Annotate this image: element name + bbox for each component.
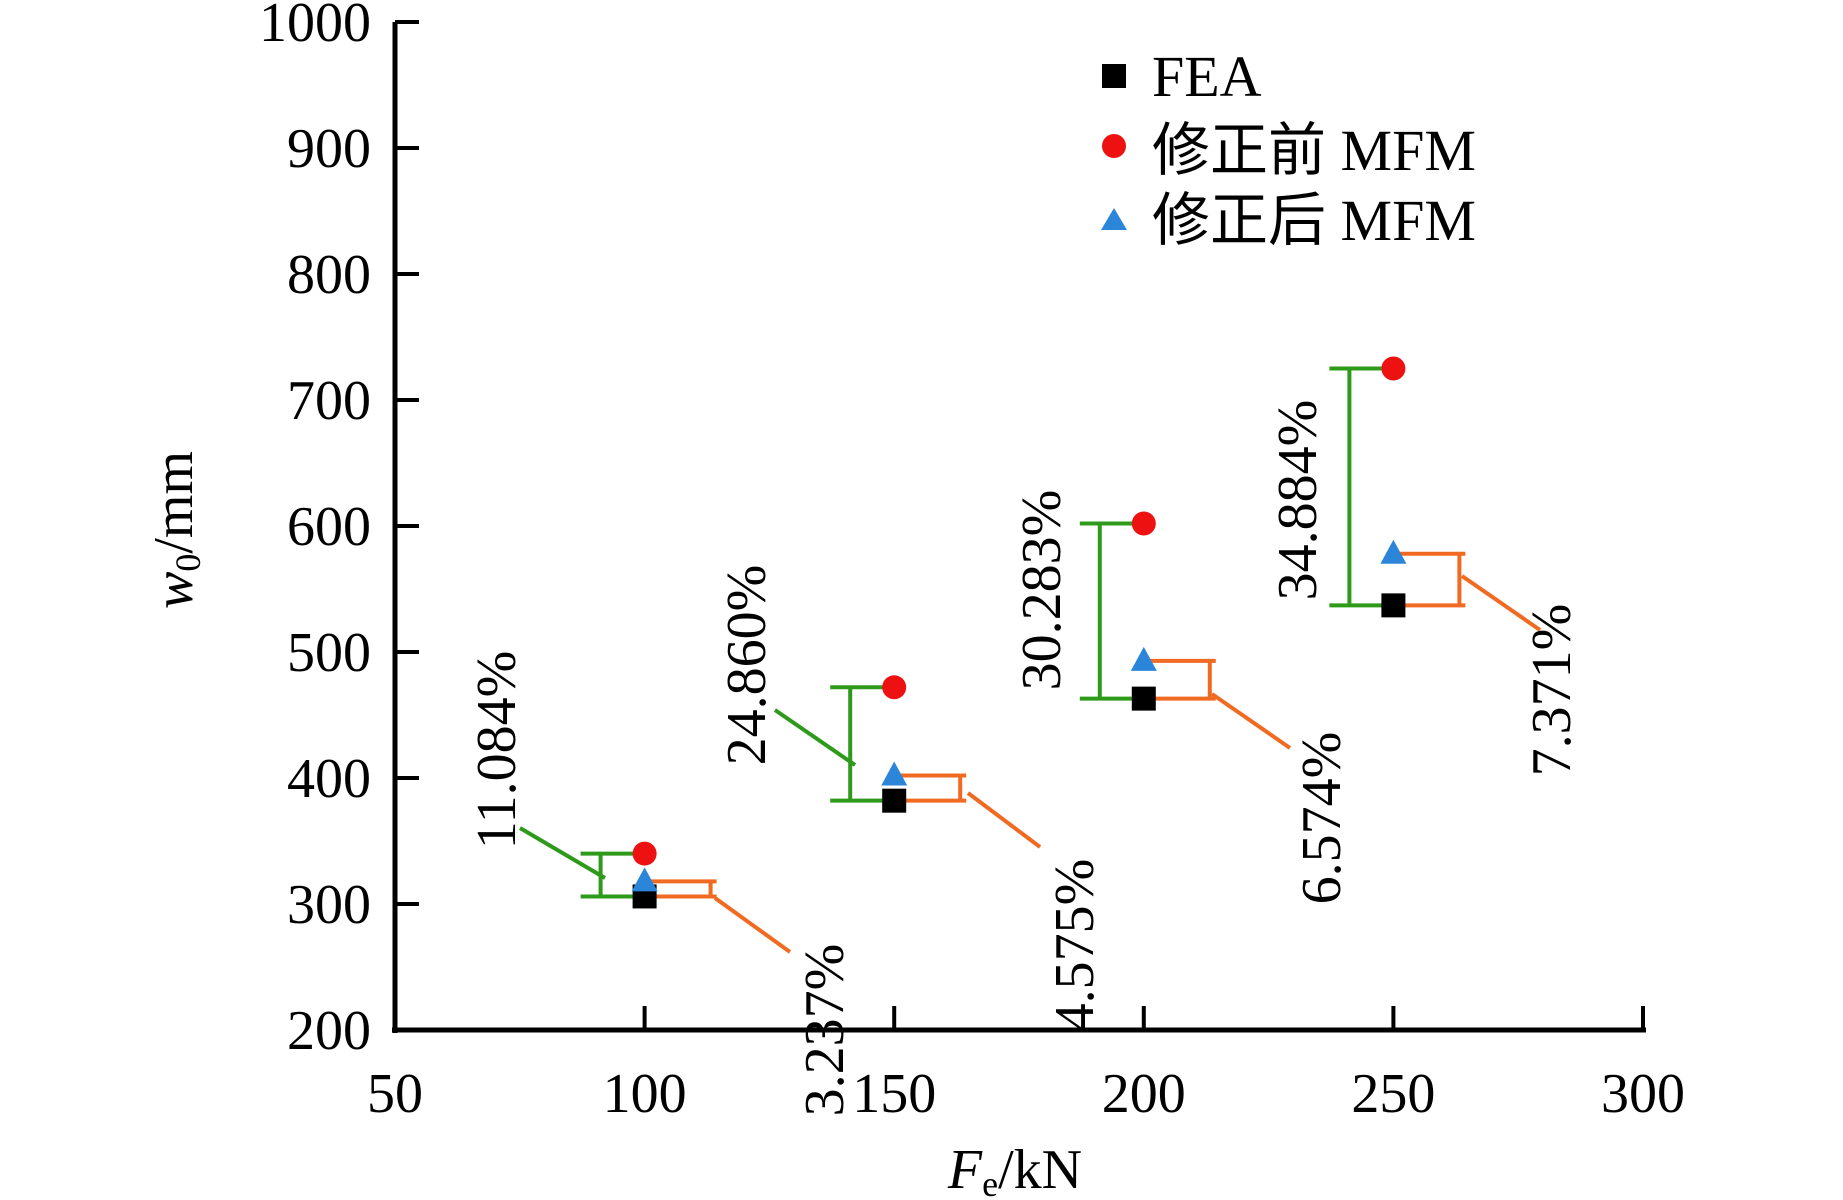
ticks: 200 300 400 500 600 700 800 900 1000 50 100 150 200 2…: [259, 0, 1685, 1125]
y-tick-label: 200: [287, 1000, 371, 1062]
fea-point: [882, 788, 907, 813]
legend-item-fea: FEA: [1102, 44, 1262, 109]
x-tick-label: 250: [1351, 1063, 1435, 1125]
x-tick-label: 300: [1601, 1063, 1685, 1125]
before-error-label: 34.884%: [1267, 400, 1329, 601]
y-tick-label: 400: [287, 748, 371, 810]
fea-point: [1381, 593, 1406, 618]
legend-item-after: 修正后 MFM: [1101, 188, 1476, 253]
y-axis-title-unit: /mm: [143, 451, 205, 554]
x-axis-title-sub: e: [982, 1164, 998, 1200]
after-mfm-point: [1380, 539, 1407, 564]
legend: FEA 修正前 MFM 修正后 MFM: [1101, 44, 1476, 253]
y-axis-title-sub: 0: [168, 554, 208, 572]
after-error-label: 6.574%: [1291, 732, 1353, 905]
legend-square-icon: [1102, 64, 1126, 88]
after-error-leader: [966, 791, 1042, 849]
legend-item-before: 修正前 MFM: [1102, 118, 1476, 183]
x-axis-title: Fe/kN: [947, 1139, 1082, 1200]
legend-label-before: 修正前 MFM: [1152, 118, 1476, 183]
y-tick-label: 700: [287, 370, 371, 432]
annotations: 11.084% 24.860% 30.283% 34.884% 3.237% 4.575%…: [466, 366, 1583, 1117]
after-mfm-point: [881, 761, 908, 786]
y-axis-title: w0/mm: [143, 451, 208, 609]
before-error-label: 11.084%: [466, 651, 528, 850]
y-tick-label: 800: [287, 244, 371, 306]
fea-point: [1131, 686, 1156, 711]
before-mfm-point: [882, 675, 907, 700]
x-tick-label: 100: [603, 1063, 687, 1125]
before-mfm-point: [1131, 511, 1156, 536]
after-mfm-point: [631, 867, 658, 892]
x-axis-title-unit: /kN: [998, 1139, 1082, 1200]
y-tick-label: 1000: [259, 0, 371, 54]
before-error-leader: [518, 826, 607, 880]
x-axis-title-main: F: [947, 1139, 983, 1200]
y-axis-title-main: w: [143, 572, 205, 609]
before-error-label: 30.283%: [1011, 490, 1073, 691]
y-tick-label: 600: [287, 496, 371, 558]
y-tick-label: 900: [287, 118, 371, 180]
before-mfm-point: [1381, 356, 1406, 381]
x-tick-label: 200: [1102, 1063, 1186, 1125]
y-tick-label: 300: [287, 874, 371, 936]
y-tick-label: 500: [287, 622, 371, 684]
after-mfm-point: [1130, 646, 1157, 671]
after-error-leader: [1460, 574, 1542, 632]
after-error-leader: [713, 896, 792, 954]
after-error-leader: [1210, 692, 1292, 750]
after-error-label: 3.237%: [794, 944, 856, 1117]
before-mfm-point: [632, 841, 657, 866]
x-tick-label: 150: [852, 1063, 936, 1125]
marks: [631, 356, 1407, 909]
legend-circle-icon: [1102, 134, 1126, 158]
x-tick-label: 50: [367, 1063, 423, 1125]
after-error-label: 4.575%: [1044, 859, 1106, 1032]
legend-triangle-icon: [1101, 208, 1127, 230]
before-error-label: 24.860%: [716, 565, 778, 766]
legend-label-fea: FEA: [1152, 44, 1262, 109]
after-error-label: 7.371%: [1521, 604, 1583, 777]
legend-label-after: 修正后 MFM: [1152, 188, 1476, 253]
before-error-leader: [773, 708, 857, 767]
